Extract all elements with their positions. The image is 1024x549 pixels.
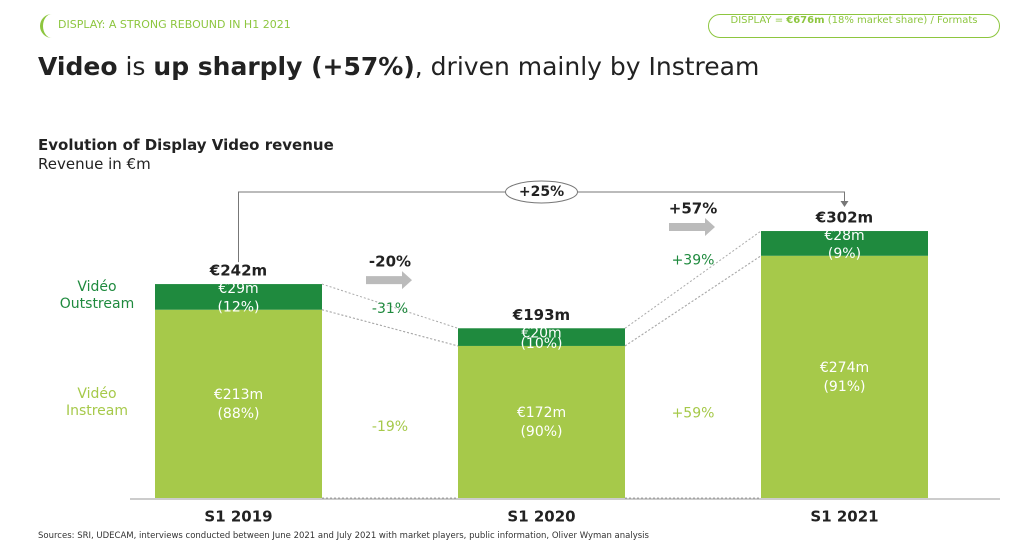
bracket-arrow — [840, 201, 849, 208]
x-tick-label: S1 2020 — [507, 508, 575, 526]
bar-segment — [155, 309, 322, 498]
bar-segment — [761, 231, 928, 256]
change-label: +59% — [672, 405, 715, 421]
change-label: -31% — [372, 301, 408, 317]
value-label: €28m — [824, 228, 864, 244]
total-label: €302m — [815, 209, 873, 227]
tag-prefix: DISPLAY = — [730, 15, 787, 26]
overall-change: +25% — [519, 184, 564, 200]
arrow — [366, 271, 412, 290]
x-tick-label: S1 2019 — [204, 508, 272, 526]
share-label: (12%) — [217, 300, 259, 316]
bar-segment — [458, 345, 625, 498]
period-change: +57% — [669, 200, 717, 218]
bar-segment — [155, 284, 322, 310]
headline-bold: up sharply (+57%) — [153, 52, 415, 81]
x-tick-label: S1 2021 — [810, 508, 878, 526]
tag-suffix: (18% market share) / Formats — [824, 15, 978, 26]
value-label: €20m — [521, 325, 561, 341]
change-bubble — [505, 180, 578, 204]
total-label: €242m — [209, 262, 267, 280]
value-label: €274m — [820, 360, 869, 376]
arrow — [669, 218, 715, 237]
change-label: +39% — [672, 252, 715, 268]
logo — [40, 14, 52, 38]
value-label: €172m — [517, 405, 566, 421]
headline: Video is up sharply (+57%), driven mainl… — [38, 52, 759, 81]
tag-box: DISPLAY = €676m (18% market share) / For… — [708, 14, 1000, 38]
value-label: €213m — [214, 387, 263, 403]
share-label: (90%) — [520, 424, 562, 440]
chart-title: Evolution of Display Video revenue — [38, 136, 334, 154]
share-label: (88%) — [217, 406, 259, 422]
tag-amount: €676m — [786, 15, 825, 26]
headline-bold: Video — [38, 52, 118, 81]
legend-label: Vidéo Outstream — [59, 278, 135, 312]
change-label: -19% — [372, 419, 408, 435]
connector — [624, 255, 762, 347]
connector — [321, 309, 459, 347]
share-label: (9%) — [828, 246, 861, 262]
value-label: €29m — [218, 281, 258, 297]
chart-subtitle: Revenue in €m — [38, 155, 151, 173]
period-change: -20% — [369, 253, 411, 271]
source: Sources: SRI, UDECAM, interviews conduct… — [38, 531, 649, 541]
headline-text: , driven mainly by Instream — [414, 52, 760, 81]
share-label: (10%) — [520, 336, 562, 352]
share-label: (91%) — [823, 379, 865, 395]
total-label: €193m — [512, 306, 570, 324]
connector — [624, 230, 762, 329]
bar-segment — [761, 255, 928, 498]
section-label: DISPLAY: A STRONG REBOUND IN H1 2021 — [58, 18, 291, 31]
legend-label: Vidéo Instream — [65, 385, 129, 419]
headline-text: is — [117, 52, 154, 81]
bar-segment — [458, 328, 625, 346]
